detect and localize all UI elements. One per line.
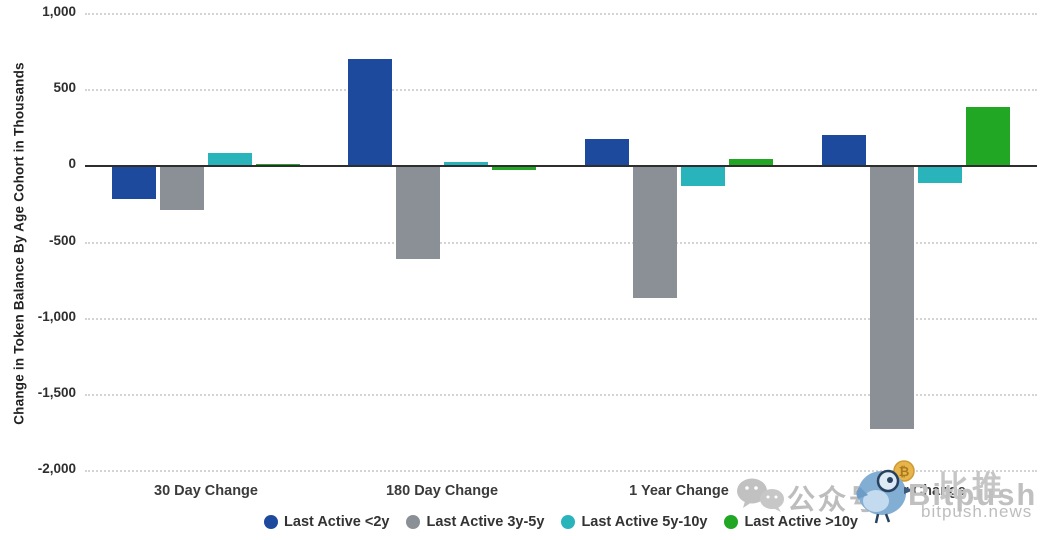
gridline <box>85 393 1037 396</box>
legend-swatch <box>406 515 421 529</box>
wechat-icon <box>737 478 784 512</box>
x-axis-label: 2 Year Change <box>866 483 966 499</box>
bar <box>729 159 773 166</box>
x-axis-label: 1 Year Change <box>629 483 729 499</box>
legend-swatch <box>264 515 279 529</box>
y-axis-tick: 500 <box>53 80 76 96</box>
y-axis-tick: 1,000 <box>42 4 76 19</box>
y-axis-tick: -2,000 <box>37 461 76 476</box>
bar <box>348 58 392 166</box>
gridline <box>85 241 1037 244</box>
bar <box>681 167 725 186</box>
bar <box>918 167 962 183</box>
bar <box>822 134 866 166</box>
y-axis-tick: -1,000 <box>37 308 76 324</box>
legend-label: Last Active >10y <box>744 514 858 530</box>
x-axis-label: 180 Day Change <box>385 483 499 499</box>
legend-item: Last Active >10y <box>724 514 858 530</box>
bar <box>444 162 488 166</box>
bar <box>870 167 914 430</box>
legend-item: Last Active 5y-10y <box>561 514 707 530</box>
bar <box>396 167 440 259</box>
bar <box>160 167 204 210</box>
gridline <box>85 13 1037 15</box>
bar <box>966 107 1010 166</box>
bar <box>585 138 629 166</box>
bar <box>112 167 156 200</box>
x-axis-label: 30 Day Change <box>154 483 258 499</box>
plot-area <box>85 13 1037 472</box>
bar <box>633 167 677 299</box>
legend: Last Active <2y Last Active 3y-5y Last Act… <box>85 514 1037 530</box>
gridline <box>85 317 1037 320</box>
y-axis-tick: 0 <box>68 156 76 172</box>
legend-swatch <box>561 515 576 529</box>
gridline <box>85 470 1037 472</box>
legend-label: Last Active 5y-10y <box>581 514 708 530</box>
legend-label: Last Active <2y <box>284 514 390 530</box>
legend-item: Last Active 3y-5y <box>406 514 544 530</box>
y-axis-tick: -500 <box>48 232 76 248</box>
legend-swatch <box>724 515 739 529</box>
y-axis-tick: -1,500 <box>37 384 76 400</box>
bar <box>208 153 252 166</box>
legend-item: Last Active <2y <box>264 514 389 530</box>
legend-label: Last Active 3y-5y <box>426 514 545 530</box>
bar <box>256 164 300 166</box>
zero-axis-line <box>85 165 1037 168</box>
bar <box>492 167 536 171</box>
gridline <box>85 89 1037 92</box>
